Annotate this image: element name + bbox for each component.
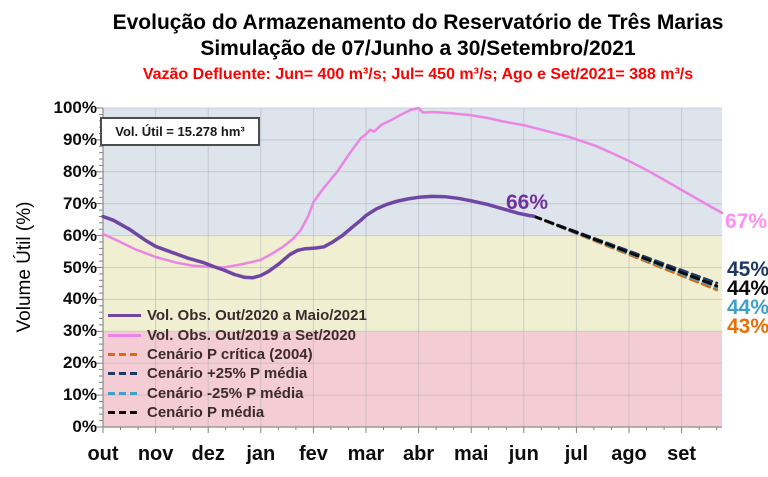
- legend-item: Cenário +25% P média: [108, 364, 367, 383]
- y-tick-label: 80%: [62, 161, 97, 181]
- x-tick-label: out: [87, 443, 119, 465]
- legend-item: Vol. Obs. Out/2019 a Set/2020: [108, 325, 367, 344]
- legend-label: Vol. Obs. Out/2020 a Maio/2021: [147, 307, 367, 325]
- legend-item: Cenário P crítica (2004): [108, 345, 367, 364]
- x-tick-label: fev: [298, 443, 328, 465]
- series-line-swatch: [108, 411, 141, 415]
- x-tick-label: jun: [508, 443, 539, 465]
- y-tick-label: 40%: [62, 289, 97, 309]
- legend-label: Vol. Obs. Out/2019 a Set/2020: [147, 326, 356, 344]
- value-annotation: 44%: [727, 296, 768, 319]
- x-tick-label: jan: [246, 443, 276, 465]
- x-tick-label: mar: [347, 443, 385, 465]
- chart-title: Evolução do Armazenamento do Reservatóri…: [112, 11, 724, 34]
- y-tick-label: 20%: [62, 353, 97, 373]
- y-tick-label: 100%: [53, 98, 97, 117]
- y-tick-label: 0%: [72, 417, 97, 436]
- legend: Vol. Obs. Out/2020 a Maio/2021 Vol. Obs.…: [108, 306, 367, 422]
- value-annotation: 45%: [727, 258, 768, 281]
- legend-item: Cenário P média: [108, 403, 367, 422]
- legend-label: Cenário +25% P média: [147, 365, 308, 383]
- chart-header: Evolução do Armazenamento do Reservatóri…: [68, 10, 768, 85]
- value-annotation: 43%: [727, 315, 768, 338]
- series-line-swatch: [108, 391, 141, 395]
- legend-item: Vol. Obs. Out/2020 a Maio/2021: [108, 306, 367, 325]
- useful-volume-text: Vol. Útil = 15.278 hm³: [115, 124, 245, 139]
- y-tick-label: 30%: [62, 321, 97, 341]
- series-line-swatch: [108, 333, 141, 337]
- flow-note: Vazão Defluente: Jun= 400 m³/s; Jul= 450…: [142, 66, 694, 83]
- legend-label: Cenário P crítica (2004): [147, 345, 313, 363]
- x-tick-label: mai: [453, 443, 489, 465]
- y-tick-label: 70%: [62, 193, 97, 213]
- value-annotation: 44%: [727, 277, 768, 300]
- x-tick-label: ago: [611, 443, 647, 465]
- x-tick-label: set: [667, 443, 697, 465]
- y-tick-label: 50%: [62, 257, 97, 277]
- series-line-swatch: [108, 372, 141, 376]
- value-annotation: 67%: [725, 210, 768, 233]
- legend-label: Cenário -25% P média: [147, 384, 304, 402]
- x-tick-label: jul: [564, 443, 589, 465]
- useful-volume-infobox: Vol. Útil = 15.278 hm³: [100, 117, 260, 146]
- x-tick-label: abr: [403, 443, 435, 465]
- chart-subtitle: Simulação de 07/Junho a 30/Setembro/2021: [200, 37, 636, 60]
- x-tick-label: dez: [191, 443, 225, 465]
- series-line-swatch: [108, 352, 141, 356]
- legend-item: Cenário -25% P média: [108, 384, 367, 403]
- value-annotation: 66%: [506, 191, 549, 214]
- legend-label: Cenário P média: [147, 404, 265, 422]
- y-tick-label: 60%: [62, 225, 97, 245]
- series-line-swatch: [108, 314, 141, 318]
- y-tick-label: 10%: [62, 385, 97, 405]
- y-tick-label: 90%: [62, 129, 97, 149]
- x-tick-label: nov: [137, 443, 174, 465]
